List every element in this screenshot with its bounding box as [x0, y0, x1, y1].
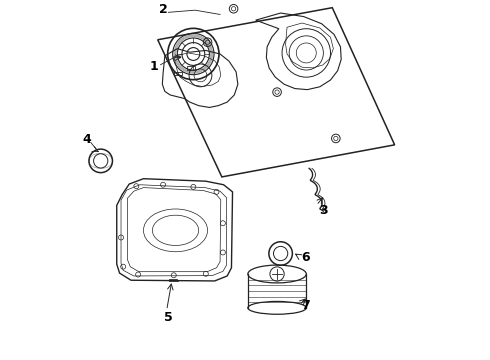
Text: 4: 4 — [82, 133, 91, 146]
Text: 5: 5 — [164, 311, 173, 324]
Text: 6: 6 — [301, 251, 310, 264]
Text: 1: 1 — [150, 60, 159, 73]
Text: 3: 3 — [319, 204, 328, 217]
Text: 2: 2 — [159, 3, 168, 16]
Text: 7: 7 — [301, 300, 310, 312]
